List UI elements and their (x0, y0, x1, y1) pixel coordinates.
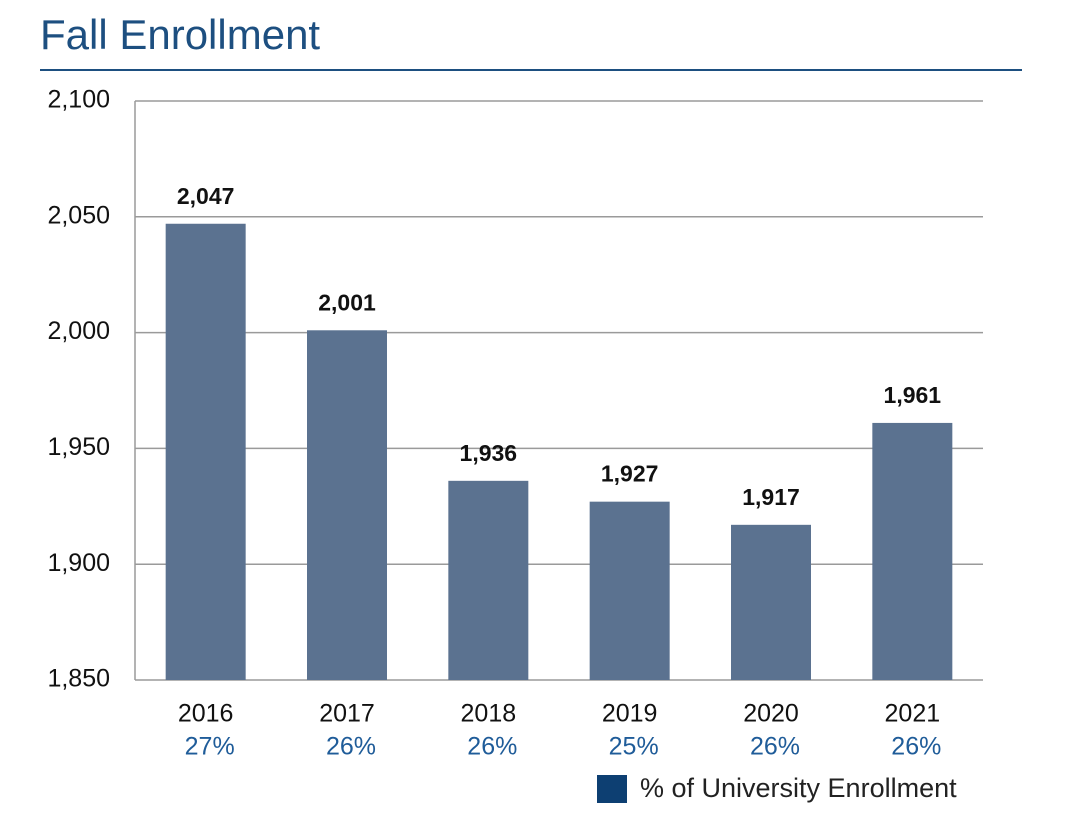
value-label: 1,961 (884, 382, 942, 408)
share-label: 26% (467, 733, 517, 761)
value-label: 2,001 (318, 289, 376, 315)
x-tick-label: 2020 (743, 700, 799, 728)
y-tick-label: 2,050 (47, 201, 110, 229)
bar (589, 501, 670, 680)
chart-title: Fall Enrollment (40, 11, 320, 58)
bar (731, 524, 811, 680)
x-tick-label: 2021 (885, 700, 941, 728)
value-label: 1,936 (460, 440, 518, 466)
y-tick-label: 2,000 (47, 317, 110, 345)
y-tick-label: 1,950 (47, 433, 110, 461)
share-label: 27% (185, 733, 235, 761)
share-label: 26% (891, 733, 941, 761)
bar (307, 330, 387, 680)
share-label: 25% (609, 733, 659, 761)
value-label: 2,047 (177, 183, 235, 209)
x-tick-label: 2018 (461, 700, 517, 728)
y-tick-label: 1,850 (47, 665, 110, 693)
share-label: 26% (750, 733, 800, 761)
value-label: 1,927 (601, 461, 659, 487)
legend-label: % of University Enrollment (640, 773, 957, 803)
share-label: 26% (326, 733, 376, 761)
bar (165, 223, 246, 681)
y-tick-label: 2,100 (47, 86, 110, 114)
bar (872, 422, 953, 680)
legend-swatch (597, 775, 627, 803)
x-tick-label: 2016 (178, 700, 234, 728)
x-tick-label: 2019 (602, 700, 658, 728)
x-tick-label: 2017 (319, 700, 375, 728)
bar (448, 480, 529, 680)
value-label: 1,917 (742, 484, 800, 510)
y-tick-label: 1,900 (47, 549, 110, 577)
